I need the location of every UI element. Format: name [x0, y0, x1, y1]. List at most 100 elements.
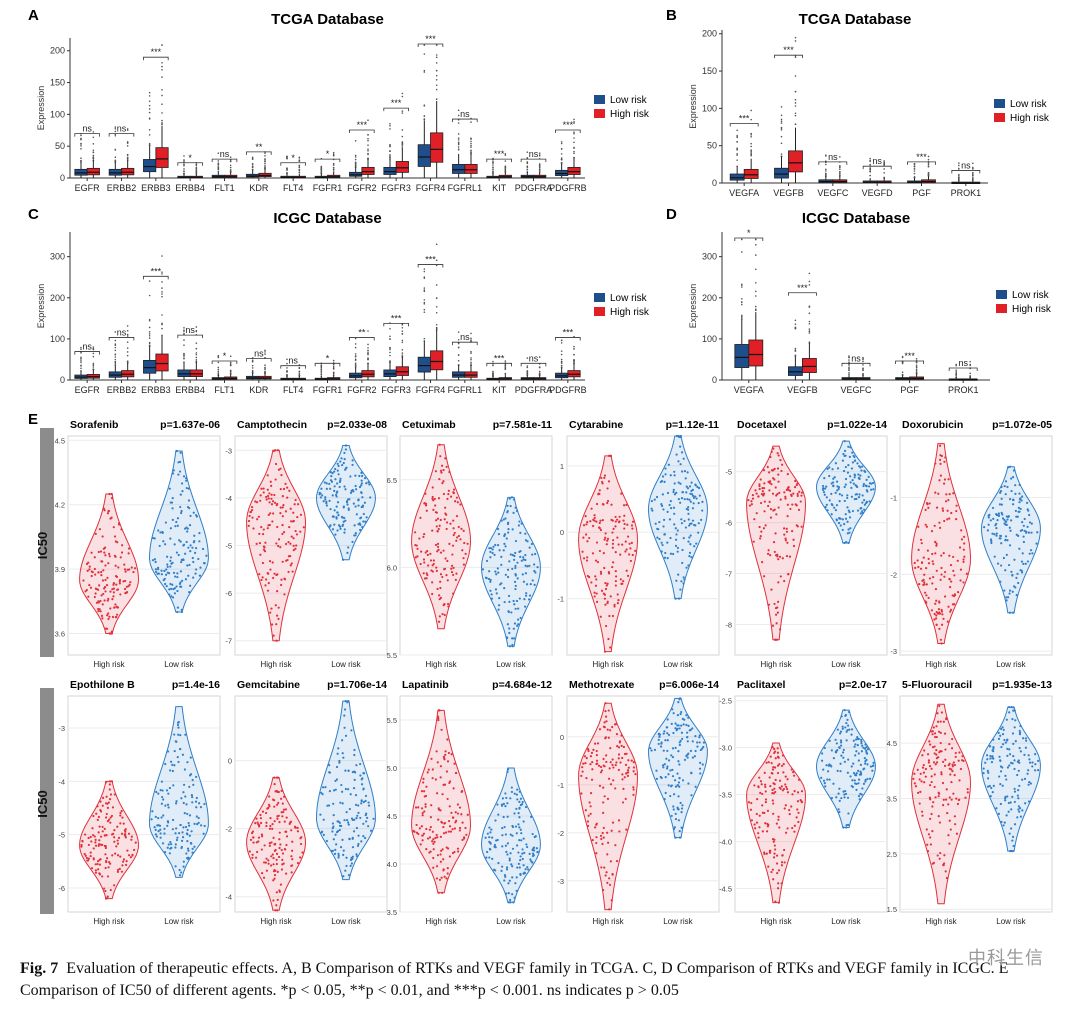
- data-point: [276, 803, 279, 806]
- data-point: [362, 822, 365, 825]
- data-point: [1004, 520, 1007, 523]
- data-point: [273, 820, 276, 823]
- data-point: [187, 574, 190, 577]
- data-point: [266, 527, 269, 530]
- data-point: [416, 547, 419, 550]
- outlier-point: [401, 333, 404, 335]
- data-point: [273, 877, 276, 880]
- outlier-point: [780, 142, 783, 145]
- data-point: [672, 827, 676, 830]
- data-point: [281, 560, 284, 563]
- data-point: [192, 576, 195, 579]
- data-point: [281, 532, 284, 536]
- data-point: [186, 828, 189, 832]
- data-point: [445, 521, 449, 524]
- data-point: [133, 567, 137, 570]
- data-point: [798, 490, 801, 493]
- significance-bracket: [143, 56, 169, 61]
- data-point: [421, 839, 424, 842]
- data-point: [838, 493, 841, 496]
- data-point: [354, 505, 357, 508]
- p-value: p=1.072e-05: [992, 419, 1052, 431]
- data-point: [678, 777, 681, 780]
- data-point: [596, 762, 599, 765]
- data-point: [825, 496, 828, 499]
- data-point: [680, 470, 684, 473]
- data-point: [658, 735, 661, 739]
- y-tick-label: 200: [702, 29, 717, 39]
- data-point: [153, 558, 157, 561]
- data-point: [189, 544, 192, 547]
- data-point: [771, 868, 774, 871]
- data-point: [939, 526, 942, 529]
- y-tick-label: -7: [225, 637, 232, 646]
- data-point: [686, 736, 689, 739]
- data-point: [672, 490, 675, 494]
- data-point: [294, 547, 297, 550]
- data-point: [344, 869, 347, 872]
- data-point: [340, 515, 344, 519]
- outlier-point: [298, 371, 301, 373]
- data-point: [170, 595, 173, 598]
- data-point: [332, 789, 336, 792]
- data-point: [672, 552, 675, 556]
- box-high-risk: [121, 167, 135, 176]
- data-point: [345, 818, 349, 822]
- data-point: [151, 810, 154, 813]
- data-point: [760, 492, 763, 496]
- data-point: [843, 449, 847, 452]
- data-point: [274, 478, 277, 481]
- data-point: [759, 537, 762, 540]
- x-tick-label: Low risk: [496, 917, 526, 926]
- data-point: [436, 517, 440, 520]
- outlier-point: [251, 165, 254, 167]
- x-tick-label: Low risk: [663, 660, 693, 669]
- data-point: [526, 866, 529, 869]
- data-point: [750, 503, 753, 506]
- data-point: [511, 865, 514, 868]
- data-point: [266, 589, 270, 592]
- data-point: [530, 815, 533, 818]
- outlier-point: [470, 361, 472, 364]
- data-point: [513, 622, 517, 625]
- outlier-point: [915, 358, 918, 360]
- data-point: [336, 462, 339, 465]
- outlier-point: [423, 337, 426, 340]
- data-point: [429, 816, 433, 819]
- data-point: [263, 550, 267, 553]
- outlier-point: [794, 75, 797, 77]
- outlier-point: [457, 141, 460, 144]
- data-point: [524, 605, 527, 608]
- outlier-point: [229, 160, 232, 163]
- significance-label: ns: [288, 356, 298, 366]
- data-point: [615, 732, 619, 736]
- outlier-point: [560, 362, 563, 364]
- data-point: [338, 759, 341, 763]
- data-point: [353, 778, 356, 781]
- outlier-point: [264, 356, 266, 359]
- y-tick-label: -1: [890, 493, 897, 502]
- data-point: [510, 863, 513, 866]
- data-point: [263, 844, 266, 847]
- data-point: [535, 847, 538, 850]
- data-point: [162, 540, 165, 543]
- data-point: [828, 466, 831, 469]
- data-point: [169, 559, 172, 563]
- data-point: [162, 814, 165, 817]
- data-point: [821, 487, 825, 490]
- data-point: [425, 827, 428, 831]
- data-point: [182, 801, 185, 805]
- data-point: [360, 505, 363, 509]
- outlier-point: [401, 110, 404, 112]
- data-point: [452, 787, 455, 790]
- data-point: [595, 541, 599, 544]
- data-point: [175, 827, 178, 830]
- data-point: [621, 582, 624, 585]
- data-point: [917, 565, 920, 569]
- data-point: [626, 535, 630, 538]
- data-point: [360, 491, 363, 495]
- data-point: [836, 489, 839, 492]
- data-point: [500, 563, 503, 566]
- legend-high-label: High risk: [610, 307, 650, 318]
- data-point: [617, 757, 620, 760]
